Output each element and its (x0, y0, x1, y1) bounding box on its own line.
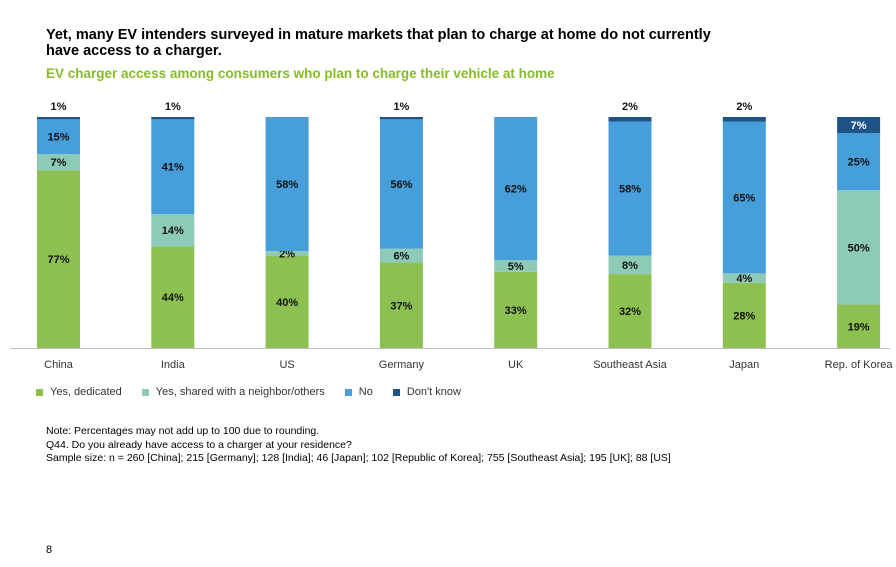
bar-rep-of-korea-don-t-know (837, 117, 881, 134)
bar-china-don-t-know (37, 117, 80, 120)
bar-japan-no (722, 121, 766, 274)
legend-item-no: No (344, 386, 373, 398)
legend-item-yes-shared: Yes, shared with a neighbor/others (141, 386, 325, 398)
footnote-sample-size: Sample size: n = 260 [China]; 215 [Germa… (46, 452, 671, 464)
bar-india-yes-dedicated (151, 246, 195, 348)
data-label-india-no: 41% (162, 162, 184, 174)
bar-rep-of-korea-no (837, 133, 881, 191)
data-label-germany-don-t-know: 1% (393, 101, 409, 113)
data-label-germany-no: 56% (390, 179, 412, 191)
bar-china-yes-dedicated (37, 170, 80, 348)
data-label-india-yes-shared-with-a-neighbor-others: 14% (162, 225, 184, 237)
data-label-southeast-asia-don-t-know: 2% (622, 101, 638, 113)
bar-india-no (151, 119, 195, 215)
legend-item-dont-know: Don't know (392, 386, 461, 398)
page-title: Yet, many EV intenders surveyed in matur… (46, 27, 711, 59)
category-label-japan: Japan (729, 359, 759, 371)
bar-rep-of-korea-yes-dedicated (837, 304, 881, 348)
data-label-us-yes-shared-with-a-neighbor-others: 2% (279, 248, 295, 260)
data-label-uk-yes-dedicated: 33% (505, 305, 527, 317)
bar-uk-yes-shared-with-a-neighbor-others (494, 260, 538, 272)
bar-rep-of-korea-yes-shared-with-a-neighbor-others (837, 190, 881, 305)
data-label-japan-yes-dedicated: 28% (733, 310, 755, 322)
bar-china-no (37, 119, 80, 154)
bar-uk-no (494, 117, 538, 261)
data-label-germany-yes-dedicated: 37% (390, 300, 412, 312)
data-label-rep-of-korea-yes-shared-with-a-neighbor-others: 50% (848, 242, 870, 254)
bar-us-yes-dedicated (265, 255, 309, 348)
data-label-southeast-asia-yes-shared-with-a-neighbor-others: 8% (622, 260, 638, 272)
data-label-china-no: 15% (47, 132, 69, 144)
bar-japan-yes-shared-with-a-neighbor-others (722, 273, 766, 283)
footnote-question: Q44. Do you already have access to a cha… (46, 438, 352, 451)
chart-subtitle: EV charger access among consumers who pl… (46, 66, 555, 81)
legend-swatch-no (344, 388, 352, 396)
data-label-us-yes-dedicated: 40% (276, 297, 298, 309)
data-label-uk-yes-shared-with-a-neighbor-others: 5% (508, 261, 524, 273)
footnotes: Note: Percentages may not add up to 100 … (46, 425, 671, 466)
bar-southeast-asia-yes-dedicated (608, 274, 652, 348)
legend-label-dont-know: Don't know (406, 386, 461, 398)
stacked-bar-chart: 77% 7% 15% 1% China 44% 14% 41% 1% India 40% 2% 58% U… (10, 101, 894, 371)
bar-us-no (265, 117, 309, 251)
category-label-uk: UK (508, 359, 524, 371)
chart-legend: Yes, dedicated Yes, shared with a neighb… (36, 386, 481, 398)
data-label-japan-don-t-know: 2% (736, 101, 752, 113)
data-label-germany-yes-shared-with-a-neighbor-others: 6% (393, 251, 409, 263)
legend-swatch-yes-dedicated (36, 388, 43, 396)
data-label-china-yes-shared-with-a-neighbor-others: 7% (51, 157, 67, 169)
data-label-rep-of-korea-don-t-know: 7% (851, 120, 867, 132)
bar-india-yes-shared-with-a-neighbor-others (151, 214, 195, 247)
data-label-us-no: 58% (276, 179, 298, 191)
category-label-india: India (161, 359, 186, 371)
category-label-germany: Germany (379, 359, 425, 371)
bar-southeast-asia-no (608, 121, 652, 256)
bar-germany-don-t-know (379, 117, 423, 120)
bar-southeast-asia-don-t-know (608, 117, 652, 122)
category-label-southeast-asia: Southeast Asia (593, 359, 667, 371)
footnote-rounding: Note: Percentages may not add up to 100 … (46, 425, 320, 437)
category-label-rep-of-korea: Rep. of Korea (825, 359, 894, 371)
data-label-southeast-asia-yes-dedicated: 32% (619, 306, 641, 318)
bar-us-yes-shared-with-a-neighbor-others (265, 250, 309, 256)
bar-japan-yes-dedicated (722, 282, 766, 348)
bar-germany-yes-dedicated (379, 262, 423, 348)
legend-swatch-yes-shared (141, 388, 149, 396)
bar-india-don-t-know (151, 117, 195, 120)
bar-china-yes-shared-with-a-neighbor-others (37, 153, 80, 171)
legend-swatch-dont-know (392, 388, 400, 396)
bar-germany-yes-shared-with-a-neighbor-others (379, 248, 423, 263)
bar-germany-no (379, 119, 423, 249)
data-label-rep-of-korea-yes-dedicated: 19% (848, 321, 870, 333)
legend-label-yes-dedicated: Yes, dedicated (50, 386, 122, 398)
data-label-china-don-t-know: 1% (51, 101, 67, 113)
bar-southeast-asia-yes-shared-with-a-neighbor-others (608, 255, 652, 275)
data-label-uk-no: 62% (505, 184, 527, 196)
bar-uk-yes-dedicated (494, 271, 538, 348)
data-label-japan-no: 65% (733, 193, 755, 205)
legend-label-yes-shared: Yes, shared with a neighbor/others (155, 386, 325, 398)
data-label-southeast-asia-no: 58% (619, 184, 641, 196)
category-label-china: China (44, 359, 74, 371)
bar-japan-don-t-know (722, 117, 766, 122)
data-label-japan-yes-shared-with-a-neighbor-others: 4% (736, 273, 752, 285)
data-label-india-don-t-know: 1% (165, 101, 181, 113)
page-number: 8 (46, 544, 53, 556)
data-label-india-yes-dedicated: 44% (162, 292, 184, 304)
data-label-china-yes-dedicated: 77% (47, 254, 69, 266)
category-label-us: US (279, 359, 294, 371)
legend-label-no: No (358, 386, 373, 398)
data-label-rep-of-korea-no: 25% (848, 157, 870, 169)
legend-item-yes-dedicated: Yes, dedicated (36, 386, 122, 398)
